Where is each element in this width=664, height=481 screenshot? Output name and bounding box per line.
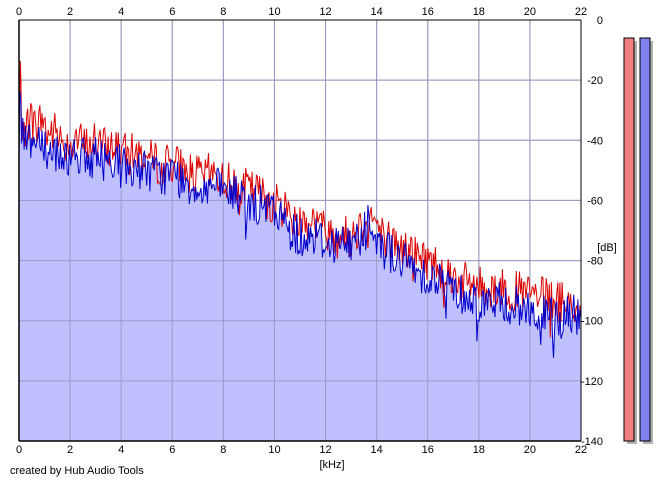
x-tick-label-top: 18 — [473, 6, 485, 18]
credit-text: created by Hub Audio Tools — [10, 465, 144, 477]
y-tick-label: -100 — [581, 316, 603, 328]
x-tick-label-bottom: 12 — [319, 444, 331, 456]
x-tick-label-bottom: 10 — [268, 444, 280, 456]
x-tick-label-top: 0 — [16, 6, 22, 18]
x-tick-label-bottom: 14 — [371, 444, 383, 456]
y-tick-label: 0 — [597, 15, 603, 27]
level-meter-right — [639, 37, 651, 442]
x-tick-label-top: 6 — [169, 6, 175, 18]
y-tick-label: -120 — [581, 376, 603, 388]
x-tick-label-bottom: 16 — [422, 444, 434, 456]
y-tick-label: -40 — [587, 135, 603, 147]
x-tick-label-top: 4 — [118, 6, 124, 18]
level-meter-left — [623, 37, 635, 442]
x-tick-label-top: 8 — [220, 6, 226, 18]
x-tick-label-bottom: 2 — [67, 444, 73, 456]
x-tick-label-top: 14 — [371, 6, 383, 18]
x-tick-label-top: 20 — [524, 6, 536, 18]
x-tick-label-bottom: 0 — [16, 444, 22, 456]
x-tick-label-bottom: 8 — [220, 444, 226, 456]
x-tick-label-top: 10 — [268, 6, 280, 18]
spectrum-lines — [18, 60, 582, 358]
x-tick-label-top: 12 — [319, 6, 331, 18]
y-ticks: 0 -20 -40 -60 -80 -100 -120 -140 — [581, 15, 603, 448]
spectrum-fill — [18, 19, 582, 442]
series-line-2 — [18, 90, 582, 358]
x-tick-label-bottom: 6 — [169, 444, 175, 456]
plot-frame — [18, 19, 582, 442]
x-tick-label-bottom: 20 — [524, 444, 536, 456]
y-tick-label: -140 — [581, 436, 603, 448]
spectrum-area — [19, 90, 581, 441]
y-tick-label: -80 — [587, 256, 603, 268]
x-tick-label-top: 2 — [67, 6, 73, 18]
y-axis-label: [dB] — [597, 242, 617, 254]
x-tick-label-bottom: 4 — [118, 444, 124, 456]
level-meters — [623, 37, 653, 444]
x-tick-label-top: 22 — [575, 6, 587, 18]
x-ticks-bottom: 0 2 4 6 8 10 12 14 16 18 20 22 — [16, 444, 587, 456]
x-tick-label-bottom: 18 — [473, 444, 485, 456]
x-tick-label-top: 16 — [422, 6, 434, 18]
x-tick-label-bottom: 22 — [575, 444, 587, 456]
y-tick-label: -60 — [587, 195, 603, 207]
x-ticks-top: 0 2 4 6 8 10 12 14 16 18 20 22 — [16, 6, 587, 18]
x-axis-label: [kHz] — [319, 459, 344, 471]
y-tick-label: -20 — [587, 75, 603, 87]
